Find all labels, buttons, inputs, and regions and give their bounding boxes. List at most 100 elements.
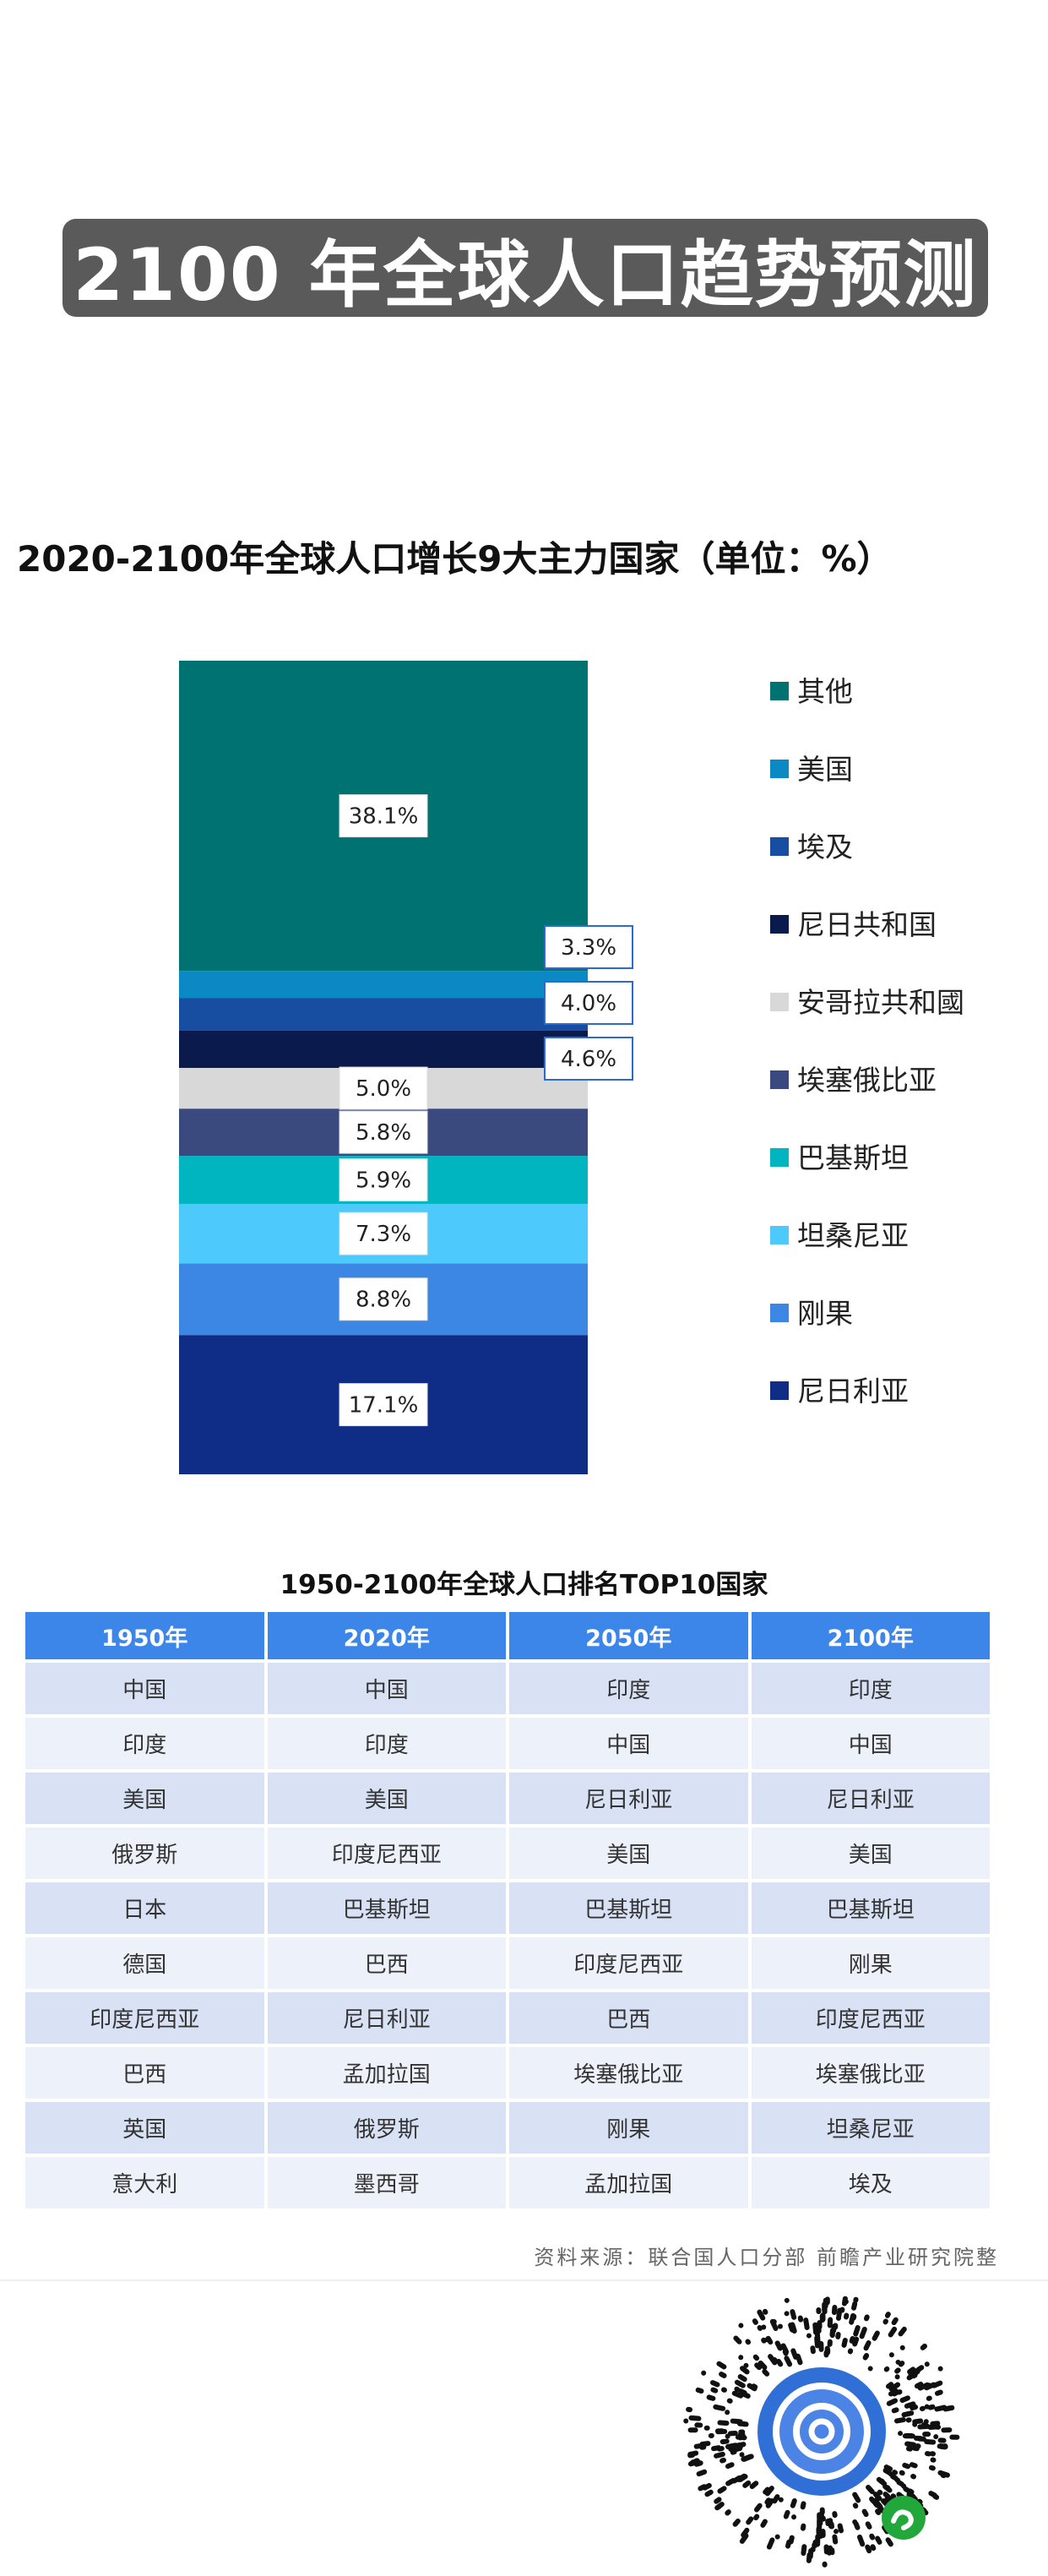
legend-label: 坦桑尼亚 — [797, 1219, 909, 1252]
table-cell: 日本 — [25, 1882, 264, 1934]
legend-label: 刚果 — [797, 1297, 853, 1330]
legend-swatch — [770, 1381, 789, 1400]
data-label-0: 17.1% — [339, 1383, 428, 1427]
ranking-table: 1950年 2020年 2050年 2100年 中国 中国 印度 印度 印度 印度 中国 中国… — [22, 1609, 993, 2212]
legend-label: 巴基斯坦 — [797, 1141, 909, 1174]
svg-text:3.3%: 3.3% — [561, 935, 616, 961]
data-label-7: 4.0% — [544, 981, 633, 1025]
legend-label: 埃塞俄比亚 — [797, 1064, 937, 1097]
legend-item-7: 坦桑尼亚 — [770, 1219, 909, 1252]
ranking-table-body: 中国 中国 印度 印度 印度 印度 中国 中国 美国 美国 尼日利亚 尼日利亚 俄罗斯 印度尼西亚 美国 美国… — [25, 1663, 990, 2208]
legend-label: 美国 — [797, 753, 853, 786]
banner-title: 2100 年全球人口趋势预测 — [62, 219, 988, 318]
data-label-4: 5.8% — [339, 1110, 428, 1154]
svg-text:38.1%: 38.1% — [349, 804, 419, 830]
table-cell: 尼日利亚 — [751, 1773, 990, 1824]
table-cell: 尼日利亚 — [509, 1773, 748, 1824]
table-cell: 巴基斯坦 — [509, 1882, 748, 1934]
table-cell: 中国 — [25, 1663, 264, 1714]
table-cell: 巴西 — [25, 2047, 264, 2099]
table-cell: 印度尼西亚 — [509, 1937, 748, 1989]
table-cell: 巴基斯坦 — [267, 1882, 506, 1934]
table-cell: 美国 — [751, 1827, 990, 1879]
table-cell: 埃塞俄比亚 — [509, 2047, 748, 2099]
table-row: 俄罗斯 印度尼西亚 美国 美国 — [25, 1827, 990, 1879]
legend-item-5: 埃塞俄比亚 — [770, 1064, 937, 1097]
svg-text:4.0%: 4.0% — [561, 991, 616, 1016]
data-label-6: 4.6% — [544, 1037, 633, 1081]
legend-swatch — [770, 993, 789, 1011]
table-cell: 意大利 — [25, 2157, 264, 2208]
source-note: 资料来源：联合国人口分部 前瞻产业研究院整 — [534, 2246, 999, 2269]
legend-swatch — [770, 837, 789, 856]
table-cell: 印度 — [509, 1663, 748, 1714]
svg-text:7.3%: 7.3% — [356, 1222, 411, 1247]
bar-segment-6 — [179, 1030, 588, 1068]
bar-segment-8 — [179, 971, 588, 999]
legend-label: 其他 — [797, 675, 853, 708]
legend-item-8: 刚果 — [770, 1297, 853, 1330]
table-cell: 印度尼西亚 — [25, 1992, 264, 2044]
table-cell: 俄罗斯 — [267, 2102, 506, 2154]
chart-data-labels: 17.1% 8.8% 7.3% 5.9% 5.8% 5.0% 4.6% 4.0% 3.3% 38.… — [339, 794, 633, 1427]
legend-item-0: 其他 — [770, 675, 853, 708]
table-cell: 埃塞俄比亚 — [751, 2047, 990, 2099]
legend-label: 埃及 — [797, 831, 853, 863]
legend-swatch — [770, 1304, 789, 1322]
table-row: 日本 巴基斯坦 巴基斯坦 巴基斯坦 — [25, 1882, 990, 1934]
table-cell: 印度尼西亚 — [751, 1992, 990, 2044]
svg-text:5.8%: 5.8% — [356, 1120, 411, 1146]
legend-swatch — [770, 915, 789, 934]
mini-program-code-icon[interactable] — [682, 2296, 961, 2575]
legend-swatch — [770, 1148, 789, 1167]
table-row: 德国 巴西 印度尼西亚 刚果 — [25, 1937, 990, 1989]
table-cell: 墨西哥 — [267, 2157, 506, 2208]
table-cell: 孟加拉国 — [267, 2047, 506, 2099]
table-cell: 巴西 — [267, 1937, 506, 1989]
table-cell: 中国 — [267, 1663, 506, 1714]
legend-item-6: 巴基斯坦 — [770, 1141, 909, 1174]
svg-text:8.8%: 8.8% — [356, 1288, 411, 1313]
table-cell: 孟加拉国 — [509, 2157, 748, 2208]
legend-label: 安哥拉共和國 — [797, 986, 964, 1019]
legend-label: 尼日共和国 — [797, 908, 937, 941]
table-cell: 印度 — [25, 1718, 264, 1769]
table-row: 印度尼西亚 尼日利亚 巴西 印度尼西亚 — [25, 1992, 990, 2044]
table-cell: 巴基斯坦 — [751, 1882, 990, 1934]
svg-text:17.1%: 17.1% — [349, 1393, 419, 1419]
table-cell: 俄罗斯 — [25, 1827, 264, 1879]
legend-item-3: 尼日共和国 — [770, 908, 937, 941]
legend-label: 尼日利亚 — [797, 1375, 909, 1408]
table-cell: 美国 — [509, 1827, 748, 1879]
legend-item-4: 安哥拉共和國 — [770, 986, 964, 1019]
table-cell: 巴西 — [509, 1992, 748, 2044]
legend-swatch — [770, 1226, 789, 1244]
data-label-3: 5.9% — [339, 1158, 428, 1202]
table-row: 意大利 墨西哥 孟加拉国 埃及 — [25, 2157, 990, 2208]
divider — [0, 2279, 1048, 2281]
table-cell: 埃及 — [751, 2157, 990, 2208]
table-cell: 尼日利亚 — [267, 1992, 506, 2044]
table-cell: 刚果 — [751, 1937, 990, 1989]
legend-item-2: 埃及 — [770, 831, 853, 863]
data-label-8: 3.3% — [544, 925, 633, 969]
data-label-5: 5.0% — [339, 1066, 428, 1110]
table-cell: 中国 — [509, 1718, 748, 1769]
col-header-2020: 2020年 — [267, 1612, 506, 1659]
table-row: 中国 中国 印度 印度 — [25, 1663, 990, 1714]
legend-item-1: 美国 — [770, 753, 853, 786]
table-row: 巴西 孟加拉国 埃塞俄比亚 埃塞俄比亚 — [25, 2047, 990, 2099]
table-title: 1950-2100年全球人口排名TOP10国家 — [280, 1570, 768, 1600]
stacked-bar-chart: 17.1% 8.8% 7.3% 5.9% 5.8% 5.0% 4.6% 4.0% 3.3% 38.… — [179, 661, 964, 1474]
table-cell: 中国 — [751, 1718, 990, 1769]
table-row: 印度 印度 中国 中国 — [25, 1718, 990, 1769]
chart-title: 2020-2100年全球人口增长9大主力国家（单位：%） — [17, 538, 893, 580]
table-cell: 印度尼西亚 — [267, 1827, 506, 1879]
table-cell: 美国 — [25, 1773, 264, 1824]
svg-text:5.0%: 5.0% — [356, 1076, 411, 1102]
bar-segment-7 — [179, 998, 588, 1031]
legend-swatch — [770, 682, 789, 700]
data-label-2: 7.3% — [339, 1212, 428, 1255]
table-row: 美国 美国 尼日利亚 尼日利亚 — [25, 1773, 990, 1824]
